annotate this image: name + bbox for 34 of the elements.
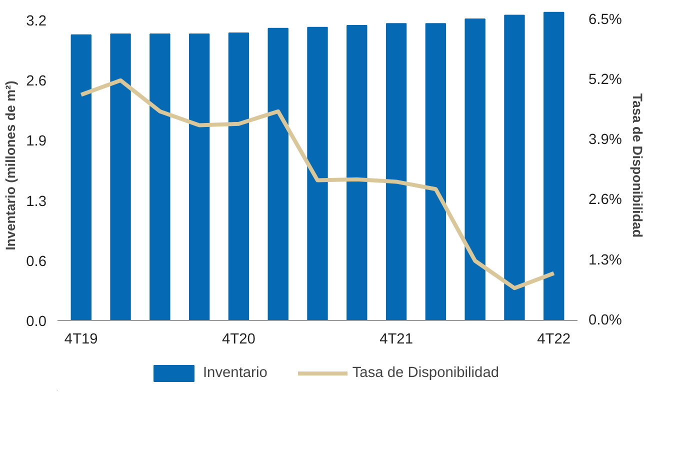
bar (307, 26, 328, 320)
y2-tick-label: 6.5% (588, 12, 622, 28)
y-tick-label: 2.6 (26, 74, 46, 90)
bar (188, 33, 210, 320)
bar (228, 32, 250, 320)
bar (425, 23, 446, 320)
y2-tick-label: 0.0% (588, 312, 622, 328)
y-tick-label: 0.6 (26, 254, 46, 270)
x-tick-label: 4T20 (222, 332, 256, 348)
y2-tick-label: 3.9% (588, 132, 622, 148)
bar (346, 25, 368, 320)
y-axis-title: Inventario (millones de m²) (3, 80, 18, 250)
x-tick-label: 4T19 (64, 332, 98, 348)
bar (544, 12, 564, 320)
legend-label: Tasa de Disponibilidad (352, 364, 500, 380)
bar (150, 33, 170, 320)
bar (110, 33, 131, 320)
legend-label: Inventario (202, 364, 268, 380)
y-tick-label: 0.0 (26, 314, 46, 330)
bar (386, 23, 407, 320)
bar (504, 14, 525, 320)
bar (268, 28, 288, 320)
bar (70, 34, 92, 320)
x-tick-label: 4T22 (537, 332, 571, 348)
y2-tick-label: 2.6% (588, 192, 622, 208)
y2-tick-label: 5.2% (588, 72, 622, 88)
y2-tick-label: 1.3% (588, 252, 622, 268)
y-tick-label: 3.2 (26, 13, 46, 30)
line-series (79, 78, 556, 290)
y-tick-label: 1.3 (26, 194, 46, 210)
y-tick-label: 1.9 (26, 134, 46, 150)
bar (464, 18, 486, 320)
x-tick-label: 4T21 (380, 332, 413, 348)
y2-axis-title: Tasa de Disponibilidad (630, 93, 645, 238)
